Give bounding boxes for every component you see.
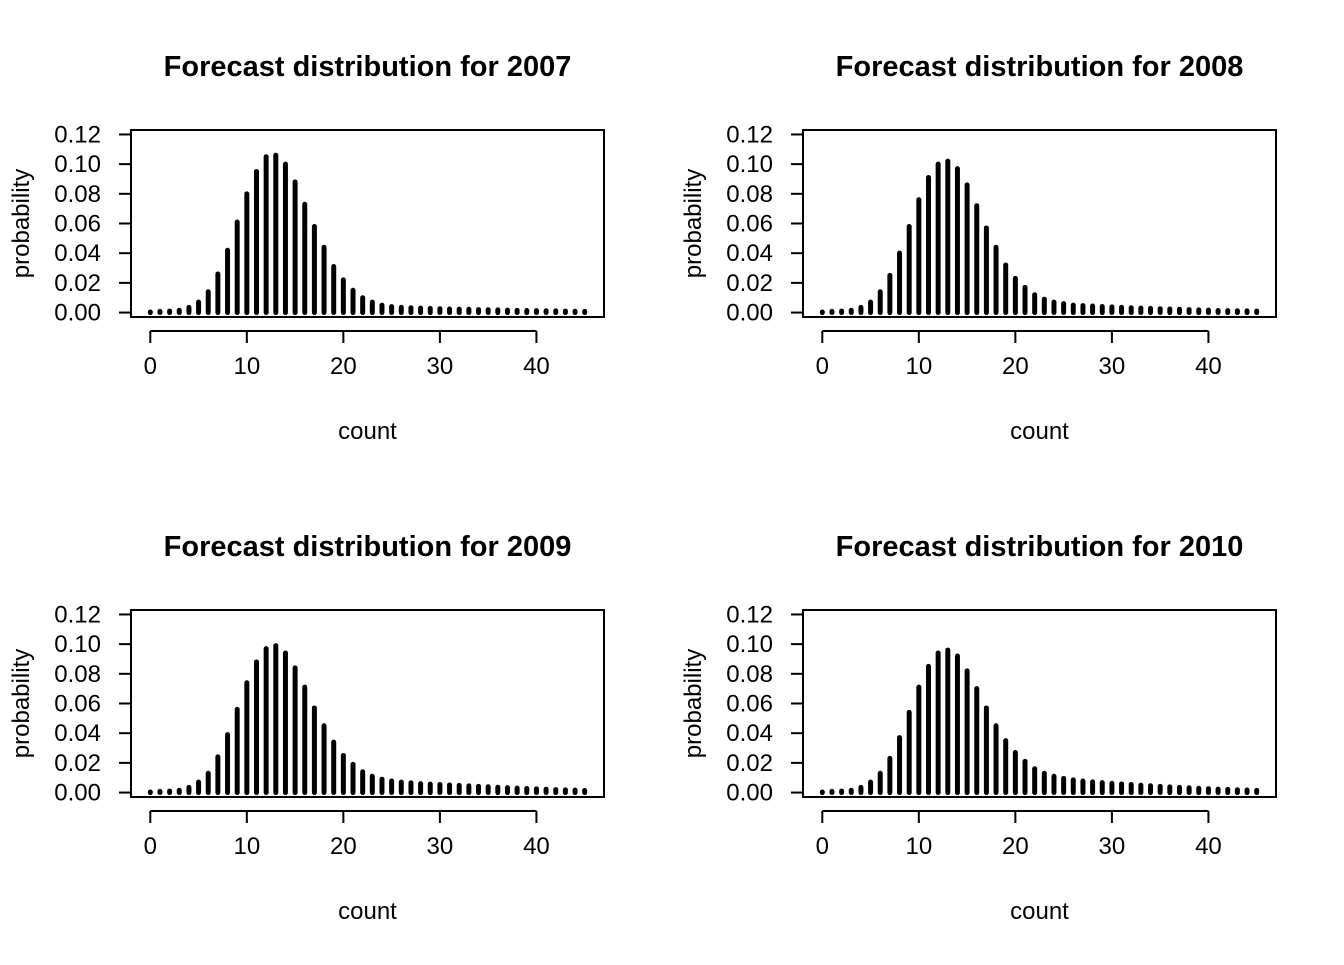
- y-tick-label: 0.06: [54, 211, 101, 238]
- x-tick-label: 20: [330, 833, 357, 860]
- x-tick-label: 40: [1195, 353, 1222, 380]
- chart-panel-3: Forecast distribution for 2009 0.00 0.02 0.…: [8, 531, 605, 925]
- y-axis-label: probability: [680, 649, 707, 758]
- y-tick-label: 0.00: [726, 780, 773, 807]
- x-tick-label: 20: [1002, 833, 1029, 860]
- y-tick-label: 0.10: [54, 631, 101, 658]
- x-tick-label: 40: [523, 353, 550, 380]
- chart-title: Forecast distribution for 2009: [164, 531, 572, 563]
- x-tick-label: 10: [233, 353, 260, 380]
- x-tick-label: 30: [1099, 833, 1126, 860]
- x-axis-label: count: [1010, 898, 1069, 925]
- x-tick-label: 20: [1002, 353, 1029, 380]
- x-tick-label: 0: [144, 353, 157, 380]
- chart-title: Forecast distribution for 2008: [836, 51, 1244, 83]
- x-tick-label: 10: [905, 833, 932, 860]
- x-tick-label: 30: [427, 833, 454, 860]
- plot-frame: [802, 129, 1277, 318]
- y-tick-label: 0.00: [54, 300, 101, 327]
- y-axis-label: probability: [8, 169, 35, 278]
- y-tick-label: 0.00: [726, 300, 773, 327]
- x-tick-label: 0: [816, 833, 829, 860]
- y-tick-label: 0.08: [54, 181, 101, 208]
- x-tick-label: 30: [427, 353, 454, 380]
- x-axis-label: count: [338, 898, 397, 925]
- y-tick-label: 0.08: [726, 661, 773, 688]
- plot-frame: [130, 129, 605, 318]
- chart-title: Forecast distribution for 2010: [836, 531, 1244, 563]
- y-tick-label: 0.12: [54, 121, 101, 148]
- y-tick-label: 0.02: [54, 270, 101, 297]
- y-tick-label: 0.12: [726, 601, 773, 628]
- y-tick-label: 0.04: [726, 720, 773, 747]
- y-tick-label: 0.02: [54, 750, 101, 777]
- x-tick-label: 30: [1099, 353, 1126, 380]
- y-tick-label: 0.04: [54, 240, 101, 267]
- y-tick-label: 0.02: [726, 270, 773, 297]
- x-axis-label: count: [338, 418, 397, 445]
- y-tick-label: 0.10: [54, 151, 101, 178]
- y-tick-label: 0.06: [54, 691, 101, 718]
- x-tick-label: 40: [523, 833, 550, 860]
- y-tick-label: 0.04: [54, 720, 101, 747]
- plot-frame: [130, 609, 605, 798]
- x-tick-label: 40: [1195, 833, 1222, 860]
- y-tick-label: 0.00: [54, 780, 101, 807]
- y-tick-label: 0.06: [726, 691, 773, 718]
- y-tick-label: 0.10: [726, 151, 773, 178]
- x-tick-label: 10: [905, 353, 932, 380]
- x-axis-label: count: [1010, 418, 1069, 445]
- y-tick-label: 0.06: [726, 211, 773, 238]
- x-tick-label: 10: [233, 833, 260, 860]
- y-tick-label: 0.02: [726, 750, 773, 777]
- y-tick-label: 0.08: [54, 661, 101, 688]
- chart-panel-4: Forecast distribution for 2010 0.00 0.02 0.…: [680, 531, 1277, 925]
- y-tick-label: 0.10: [726, 631, 773, 658]
- y-tick-label: 0.08: [726, 181, 773, 208]
- chart-title: Forecast distribution for 2007: [164, 51, 572, 83]
- y-axis-label: probability: [8, 649, 35, 758]
- x-tick-label: 20: [330, 353, 357, 380]
- x-tick-label: 0: [816, 353, 829, 380]
- chart-panel-2: Forecast distribution for 2008 0.00 0.02 0.…: [680, 51, 1277, 445]
- chart-panel-1: Forecast distribution for 2007 0.00 0.02 0.…: [8, 51, 605, 445]
- plot-frame: [802, 609, 1277, 798]
- y-tick-label: 0.12: [54, 601, 101, 628]
- y-tick-label: 0.12: [726, 121, 773, 148]
- y-axis-label: probability: [680, 169, 707, 278]
- x-tick-label: 0: [144, 833, 157, 860]
- y-tick-label: 0.04: [726, 240, 773, 267]
